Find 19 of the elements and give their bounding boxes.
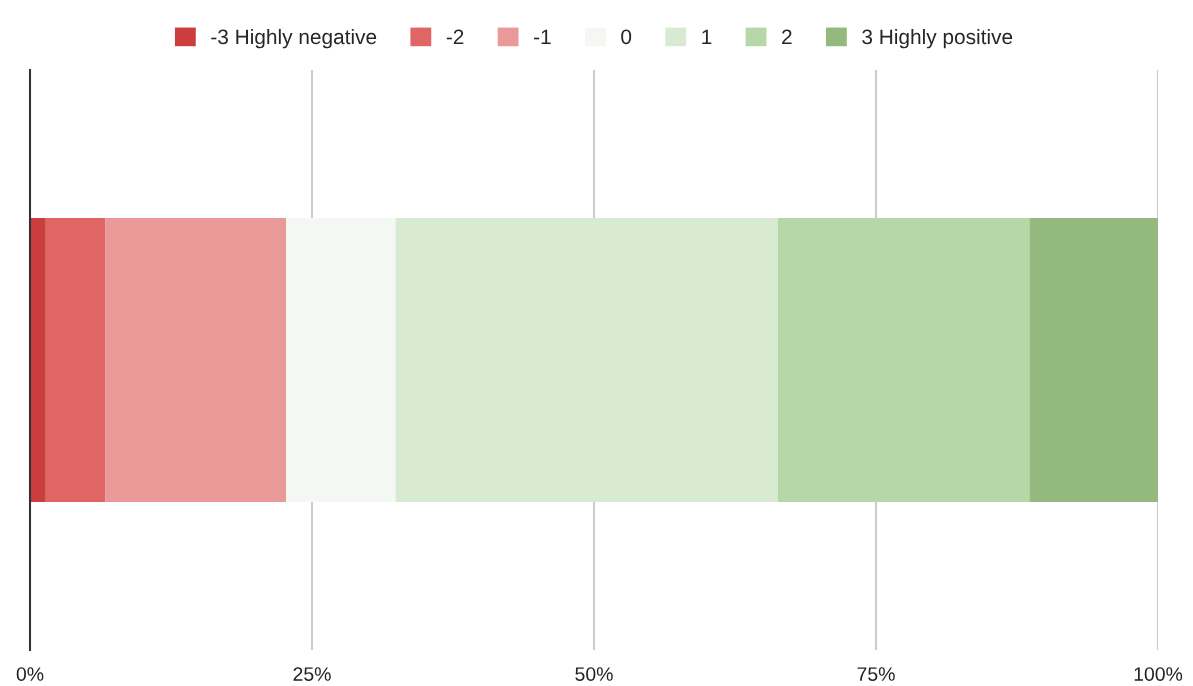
bar [45,217,106,503]
x-tick-label: 100% [1134,667,1183,681]
legend-label: 1 [702,29,712,45]
bar [777,217,1030,503]
bar [1029,217,1158,503]
legend-label: 0 [621,29,632,45]
legend-label: 2 [782,29,792,45]
legend-label: -3 Highly negative [211,28,377,49]
legend-label: 3 Highly positive [862,28,1013,49]
bar [30,217,46,503]
legend-label: -1 [534,29,551,45]
legend-label: -2 [446,29,464,45]
bar [105,217,287,503]
x-tick-label: 75% [857,667,895,681]
bar [395,217,778,503]
bar [286,217,396,503]
x-tick-label: 50% [575,667,613,681]
x-tick-label: 25% [293,667,331,681]
x-tick-label: 0% [16,667,44,681]
